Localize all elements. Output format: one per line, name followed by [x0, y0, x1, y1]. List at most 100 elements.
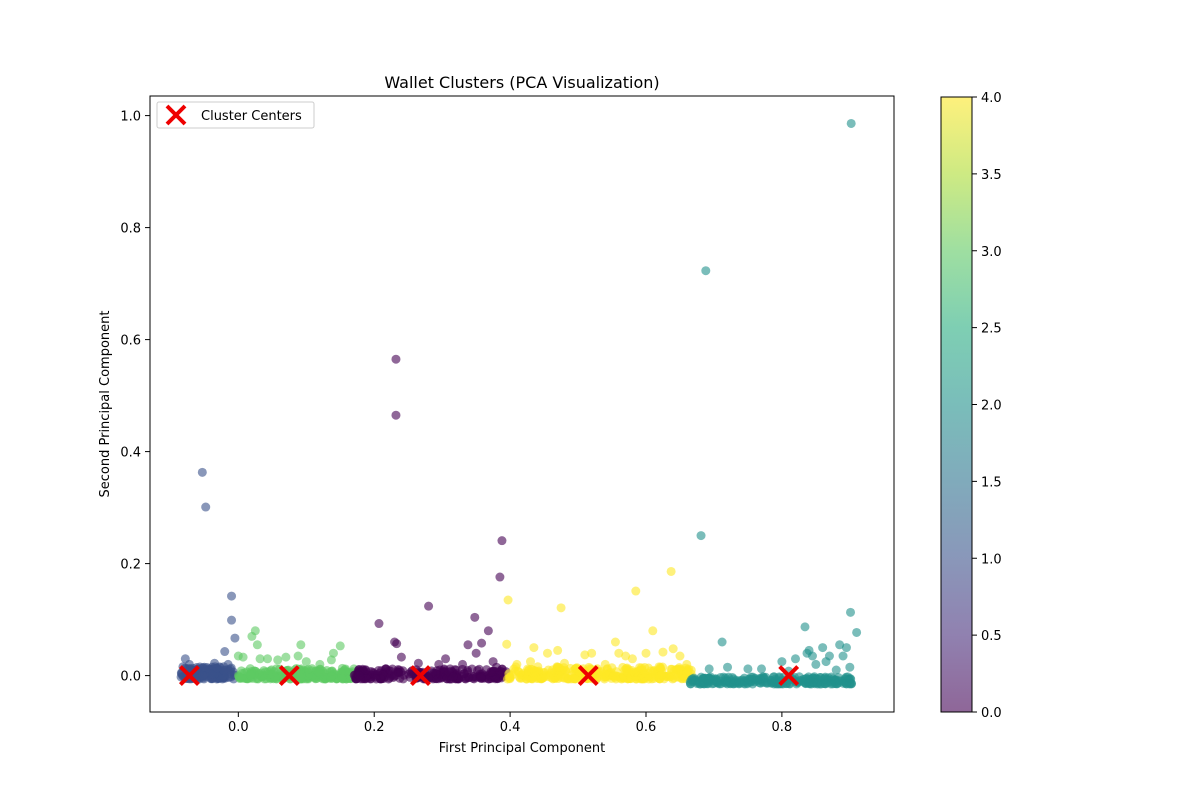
cluster-0-point	[413, 658, 423, 668]
cluster-0-point	[471, 648, 481, 658]
cluster-2-point	[826, 672, 836, 682]
chart-title: Wallet Clusters (PCA Visualization)	[384, 73, 659, 92]
cluster-center-marker	[278, 665, 300, 687]
cluster-1-point	[230, 633, 240, 643]
cluster-3-point	[296, 670, 306, 680]
cluster-0-point	[476, 673, 486, 683]
cluster-0-point	[448, 672, 458, 682]
y-tick-label: 0.8	[120, 222, 141, 237]
cluster-2-point	[845, 662, 855, 672]
cluster-2-point	[846, 607, 856, 617]
cluster-3-point	[315, 659, 325, 669]
cluster-4-point	[503, 595, 513, 605]
cluster-4-point	[525, 657, 535, 667]
cluster-3-point	[263, 654, 273, 664]
cluster-0-point	[371, 674, 381, 684]
cluster-2-point	[717, 637, 727, 647]
cluster-0-point	[392, 639, 402, 649]
cluster-0-point	[398, 674, 408, 684]
cluster-2-point	[743, 664, 753, 674]
cluster-4-point	[556, 603, 566, 613]
cluster-1-point	[207, 669, 217, 679]
cluster-4-point	[587, 648, 597, 658]
colorbar-gradient	[941, 97, 972, 712]
cluster-2-point	[696, 531, 706, 541]
cluster-1-point	[220, 647, 230, 657]
cluster-3-point	[337, 673, 347, 683]
cluster-4-point	[673, 665, 683, 675]
cluster-2-point	[811, 659, 821, 669]
cluster-2-point	[818, 643, 828, 653]
cluster-0-point	[424, 601, 434, 611]
cluster-2-point	[721, 675, 731, 685]
cluster-4-point	[580, 650, 590, 660]
cluster-4-point	[619, 673, 629, 683]
cluster-centers	[178, 665, 800, 687]
cluster-3-point	[252, 640, 262, 650]
cluster-2-point	[835, 640, 845, 650]
cluster-4-point	[553, 645, 563, 655]
cluster-4-point	[610, 637, 620, 647]
colorbar: 0.0 0.5 1.0 1.5 2.0 2.5 3.0 3.5 4.0	[940, 91, 1002, 721]
cluster-3-point	[326, 671, 336, 681]
cluster-4-point	[600, 659, 610, 669]
cluster-4-point	[512, 659, 522, 669]
cluster-4-point	[607, 663, 617, 673]
cluster-center-marker	[178, 665, 200, 687]
cluster-0-point	[468, 673, 478, 683]
cluster-4-point	[570, 674, 580, 684]
cluster-0-point	[441, 654, 451, 664]
cluster-4-point	[544, 670, 554, 680]
cluster-1-point	[197, 467, 207, 477]
cluster-1-point	[223, 659, 233, 669]
cluster-0-point	[495, 572, 505, 582]
y-tick-label: 0.2	[120, 558, 141, 573]
cluster-1-point	[201, 502, 211, 512]
cluster-0-point	[497, 536, 507, 546]
colorbar-tick-label: 1.0	[981, 552, 1002, 567]
cluster-3-point	[335, 641, 345, 651]
colorbar-tick-label: 3.5	[981, 168, 1002, 183]
x-axis-label: First Principal Component	[439, 741, 606, 756]
cluster-0-point	[434, 659, 444, 669]
cluster-2-point	[748, 672, 758, 682]
cluster-4-point	[572, 663, 582, 673]
x-tick-label: 0.4	[500, 720, 521, 735]
y-tick-label: 0.4	[120, 446, 141, 461]
colorbar-tick-label: 2.5	[981, 322, 1002, 337]
cluster-2-point	[701, 266, 711, 276]
cluster-1-point	[227, 615, 237, 625]
cluster-0-point	[389, 671, 399, 681]
cluster-3-point	[245, 670, 255, 680]
cluster-4-point	[559, 658, 569, 668]
scatter-points	[176, 118, 862, 689]
cluster-2-point	[790, 654, 800, 664]
cluster-2-point	[777, 657, 787, 667]
cluster-0-point	[396, 652, 406, 662]
x-tick-label: 0.0	[228, 720, 249, 735]
cluster-1-point	[227, 591, 237, 601]
y-tick-label: 0.0	[120, 670, 141, 685]
cluster-3-point	[281, 652, 291, 662]
cluster-2-point	[831, 665, 841, 675]
cluster-4-point	[666, 566, 676, 576]
cluster-3-point	[255, 654, 265, 664]
colorbar-tick-label: 0.0	[981, 706, 1002, 721]
cluster-2-point	[766, 678, 776, 688]
cluster-4-point	[668, 644, 678, 654]
cluster-3-point	[296, 640, 306, 650]
cluster-2-point	[757, 664, 767, 674]
cluster-3-point	[313, 667, 323, 677]
cluster-center-marker	[410, 665, 431, 687]
cluster-2-point	[838, 651, 848, 661]
cluster-3-point	[273, 655, 283, 665]
cluster-center-marker	[577, 665, 599, 687]
y-axis-ticks: 0.0 0.2 0.4 0.6 0.8 1.0	[120, 110, 150, 685]
cluster-2-point	[852, 627, 862, 637]
cluster-0-point	[374, 619, 384, 629]
colorbar-tick-label: 2.0	[981, 399, 1002, 414]
cluster-0-point	[470, 612, 480, 622]
legend-label: Cluster Centers	[201, 109, 302, 124]
